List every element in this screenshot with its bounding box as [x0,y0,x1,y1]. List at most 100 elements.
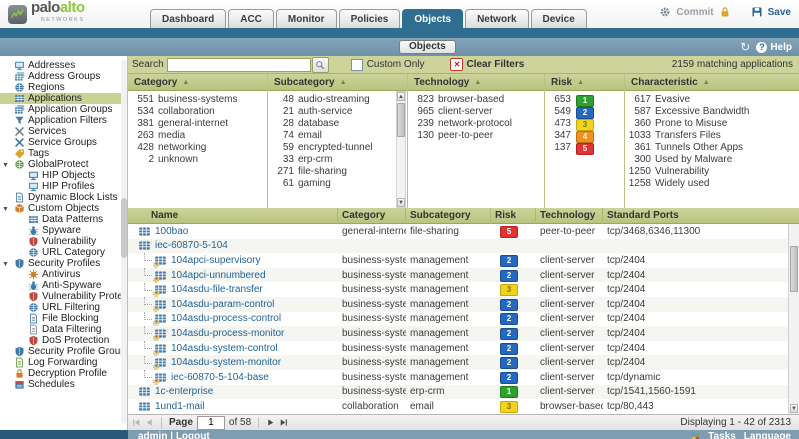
table-row[interactable]: 1c-enterprise business-systems erp-crm 1 cli… [128,384,788,400]
first-page-button[interactable] [132,418,141,427]
table-row[interactable]: 104asdu-process-monitor business-systems m… [128,326,788,341]
app-name-link[interactable]: 1und1-mail [155,400,205,412]
table-row[interactable]: 100bao general-internet file-sharing 5 peer-… [128,224,788,239]
sidebar-item-spyware[interactable]: Spyware [0,225,127,236]
tab-policies[interactable]: Policies [338,9,401,28]
sidebar-item-service-groups[interactable]: Service Groups [0,137,127,148]
sidebar-item-data-patterns[interactable]: Data Patterns [0,214,127,225]
column-header-name[interactable]: Name [128,208,338,224]
breadcrumb-objects[interactable]: Objects [399,40,456,54]
tab-monitor[interactable]: Monitor [275,9,337,28]
table-row[interactable]: 104asdu-param-control business-systems man… [128,296,788,312]
sidebar-item-url-category[interactable]: URL Category [0,247,127,258]
tab-device[interactable]: Device [530,9,587,28]
filter-item-collaboration[interactable]: 534 collaboration [128,106,267,118]
filter-item-excessive-bandwidth[interactable]: 587 Excessive Bandwidth [625,106,799,118]
table-row[interactable]: 104asdu-system-control business-systems ma… [128,341,788,356]
search-button[interactable] [311,56,329,73]
tasks-button[interactable]: Tasks [708,431,736,439]
sidebar-scrollbar-thumb[interactable] [121,198,127,258]
refresh-icon[interactable]: ↻ [740,40,751,54]
filter-item-prone-to-misuse[interactable]: 360 Prone to Misuse [625,118,799,130]
filter-item-risk-1[interactable]: 653 1 [545,94,624,107]
filter-item-gaming[interactable]: 61 gaming [268,178,407,190]
column-header-standard-ports[interactable]: Standard Ports [607,210,679,221]
app-name-link[interactable]: 104asdu-process-monitor [171,327,285,339]
expand-arrow-icon[interactable]: ▼ [2,206,9,213]
app-name-link[interactable]: 104asdu-system-monitor [171,357,282,369]
sidebar-item-tags[interactable]: Tags [0,148,127,159]
last-page-button[interactable] [279,418,288,427]
filter-header-technology[interactable]: Technology ▲ [408,74,544,91]
sidebar-item-addresses[interactable]: Addresses [0,60,127,71]
sidebar-item-log-forwarding[interactable]: Log Forwarding [0,357,127,368]
page-number-input[interactable] [196,415,225,430]
filter-header-characteristic[interactable]: Characteristic ▲ [625,74,799,91]
save-button[interactable]: Save [767,6,791,18]
filter-item-evasive[interactable]: 617 Evasive [625,94,799,106]
search-input[interactable] [166,57,311,72]
next-page-button[interactable] [266,418,275,427]
table-row[interactable]: iec-60870-5-104-base business-systems mana… [128,370,788,385]
clear-filters-button[interactable]: ✕ Clear Filters [450,58,524,71]
filter-item-widely-used[interactable]: 1258 Widely used [625,178,799,190]
filter-item-client-server[interactable]: 965 client-server [408,106,544,118]
subcategory-scrollbar[interactable]: ▲ ▼ [396,91,406,208]
filter-item-unknown[interactable]: 2 unknown [128,154,267,166]
sidebar-item-vulnerability[interactable]: Vulnerability [0,236,127,247]
lock-icon[interactable] [719,6,731,18]
scroll-up-arrow[interactable]: ▲ [397,92,405,101]
filter-header-risk[interactable]: Risk ▲ [545,74,624,91]
filter-item-vulnerability[interactable]: 1250 Vulnerability [625,166,799,178]
sidebar-item-applications[interactable]: Applications [0,93,127,104]
sidebar-item-hip-objects[interactable]: HIP Objects [0,170,127,181]
sidebar-item-custom-objects[interactable]: ▼ Custom Objects [0,203,127,214]
filter-item-audio-streaming[interactable]: 48 audio-streaming [268,94,407,106]
filter-item-tunnels-other-apps[interactable]: 361 Tunnels Other Apps [625,142,799,154]
app-name-link[interactable]: 104asdu-file-transfer [171,284,263,296]
sidebar-item-globalprotect[interactable]: ▼ GlobalProtect [0,159,127,170]
filter-item-erp-crm[interactable]: 33 erp-crm [268,154,407,166]
table-scrollbar[interactable]: ▼ [788,224,799,414]
table-row[interactable]: 104asdu-system-monitor business-systems ma… [128,355,788,370]
tab-network[interactable]: Network [465,9,529,28]
sidebar-item-application-groups[interactable]: Application Groups [0,104,127,115]
sidebar-item-file-blocking[interactable]: File Blocking [0,313,127,324]
app-name-link[interactable]: 104asdu-param-control [171,298,275,310]
sidebar-item-dynamic-block-lists[interactable]: Dynamic Block Lists [0,192,127,203]
sidebar-item-data-filtering[interactable]: Data Filtering [0,324,127,335]
sidebar-item-vulnerability-protection[interactable]: Vulnerability Protection [0,291,127,302]
filter-item-risk-5[interactable]: 137 5 [545,142,624,155]
filter-item-network-protocol[interactable]: 239 network-protocol [408,118,544,130]
save-icon[interactable] [751,6,763,18]
app-name-link[interactable]: 104apci-supervisory [171,254,261,266]
help-button[interactable]: ? Help [756,41,792,53]
table-scrollbar-thumb[interactable] [790,246,798,292]
logout-link[interactable]: Logout [175,431,210,439]
filter-item-file-sharing[interactable]: 271 file-sharing [268,166,407,178]
sidebar-item-antivirus[interactable]: Antivirus [0,269,127,280]
filter-item-transfers-files[interactable]: 1033 Transfers Files [625,130,799,142]
app-name-link[interactable]: 104asdu-process-control [171,313,282,325]
custom-only-checkbox[interactable] [350,58,363,71]
filter-item-business-systems[interactable]: 551 business-systems [128,94,267,106]
sidebar-item-hip-profiles[interactable]: HIP Profiles [0,181,127,192]
filter-item-browser-based[interactable]: 823 browser-based [408,94,544,106]
sidebar-item-security-profiles[interactable]: ▼ Security Profiles [0,258,127,269]
filter-header-subcategory[interactable]: Subcategory ▲ [268,74,407,91]
table-row[interactable]: 104apci-supervisory business-systems manag… [128,253,788,268]
expand-arrow-icon[interactable]: ▼ [2,261,9,268]
app-name-link[interactable]: 100bao [155,225,189,237]
table-row[interactable]: 104apci-unnumbered business-systems manage… [128,267,788,283]
commit-button[interactable]: Commit [676,6,714,18]
filter-item-networking[interactable]: 428 networking [128,142,267,154]
column-header-subcategory[interactable]: Subcategory [406,208,491,224]
sidebar-item-dos-protection[interactable]: DoS Protection [0,335,127,346]
sidebar-item-address-groups[interactable]: Address Groups [0,71,127,82]
filter-item-auth-service[interactable]: 21 auth-service [268,106,407,118]
sidebar-item-url-filtering[interactable]: URL Filtering [0,302,127,313]
table-row[interactable]: iec-60870-5-104 [128,238,788,254]
expand-arrow-icon[interactable]: ▼ [2,162,9,169]
filter-item-email[interactable]: 74 email [268,130,407,142]
table-row[interactable]: 104asdu-file-transfer business-systems man… [128,282,788,297]
